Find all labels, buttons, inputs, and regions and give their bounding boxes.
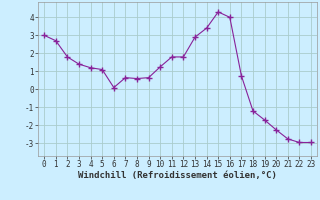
X-axis label: Windchill (Refroidissement éolien,°C): Windchill (Refroidissement éolien,°C) bbox=[78, 171, 277, 180]
